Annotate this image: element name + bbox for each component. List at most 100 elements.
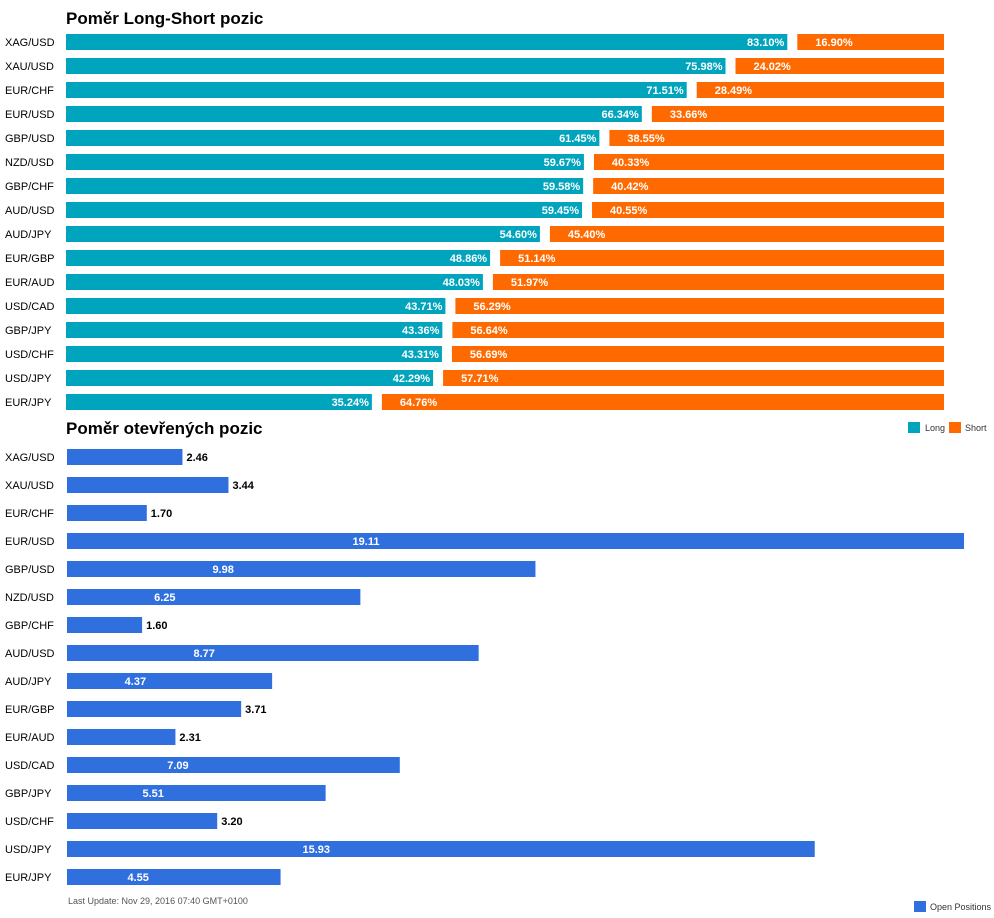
short-bar	[609, 130, 944, 146]
long-bar	[66, 298, 446, 314]
legend-short-swatch	[949, 422, 961, 433]
open-positions-value-label: 3.20	[221, 816, 242, 828]
short-value-label: 33.66%	[670, 109, 708, 121]
long-value-label: 83.10%	[747, 37, 785, 49]
short-bar	[593, 178, 944, 194]
open-positions-value-label: 4.37	[125, 676, 146, 688]
long-short-category-label: USD/CAD	[5, 301, 55, 313]
short-bar	[381, 394, 945, 410]
long-value-label: 43.71%	[405, 301, 443, 313]
open-positions-bar	[67, 533, 964, 549]
long-bar	[66, 274, 483, 290]
short-value-label: 38.55%	[627, 133, 665, 145]
long-bar	[66, 154, 584, 170]
long-bar	[66, 394, 372, 410]
short-bar	[735, 58, 944, 74]
open-positions-category-label: AUD/JPY	[5, 676, 52, 688]
open-positions-bar	[67, 505, 147, 521]
short-value-label: 56.29%	[473, 301, 511, 313]
long-bar	[66, 82, 687, 98]
open-positions-value-label: 3.44	[232, 480, 254, 492]
short-value-label: 51.14%	[518, 253, 556, 265]
long-bar	[66, 346, 442, 362]
open-positions-value-label: 8.77	[194, 648, 215, 660]
short-value-label: 56.69%	[470, 349, 508, 361]
legend-long-swatch	[908, 422, 920, 433]
open-positions-value-label: 2.46	[186, 452, 207, 464]
long-short-chart: Poměr Long-Short pozic XAG/USD XAU/USD EUR…	[5, 9, 987, 433]
short-value-label: 64.76%	[400, 397, 438, 409]
long-short-category-label: USD/CHF	[5, 349, 54, 361]
open-positions-bar	[67, 757, 400, 773]
long-short-data-labels: 83.10% 16.90% 75.98% 24.02% 71.51% 28.49% 66.3…	[332, 37, 853, 409]
short-value-label: 40.55%	[610, 205, 648, 217]
long-bar	[66, 370, 434, 386]
short-bar	[455, 298, 944, 314]
long-short-category-label: AUD/JPY	[5, 229, 52, 241]
open-positions-value-label: 9.98	[212, 564, 233, 576]
long-bar	[66, 250, 491, 266]
long-short-category-label: GBP/USD	[5, 133, 55, 145]
long-value-label: 75.98%	[685, 61, 723, 73]
long-short-bars	[66, 34, 945, 410]
open-positions-value-label: 2.31	[179, 732, 200, 744]
open-positions-data-labels: 2.46 3.44 1.70 19.11 9.98 6.25 1.60 8.77 4.37 3.7…	[125, 452, 380, 884]
legend-long-label: Long	[925, 423, 945, 433]
short-bar	[549, 226, 944, 242]
open-positions-category-label: USD/CHF	[5, 816, 54, 828]
short-bar	[592, 202, 944, 218]
legend-short-label: Short	[965, 423, 987, 433]
long-short-category-label: NZD/USD	[5, 157, 54, 169]
open-positions-bar	[67, 813, 218, 829]
long-value-label: 43.31%	[402, 349, 440, 361]
long-bar	[66, 178, 584, 194]
long-bar	[66, 34, 788, 50]
long-value-label: 42.29%	[393, 373, 431, 385]
long-value-label: 48.03%	[443, 277, 481, 289]
open-positions-category-label: NZD/USD	[5, 592, 54, 604]
open-positions-category-label: GBP/USD	[5, 564, 55, 576]
long-value-label: 66.34%	[602, 109, 640, 121]
long-short-category-label: GBP/CHF	[5, 181, 54, 193]
open-positions-category-label: XAU/USD	[5, 480, 54, 492]
long-value-label: 71.51%	[646, 85, 684, 97]
open-positions-legend: Open Positions	[914, 901, 992, 912]
open-positions-category-label: EUR/JPY	[5, 872, 52, 884]
open-positions-bar	[67, 561, 536, 577]
short-value-label: 57.71%	[461, 373, 499, 385]
long-bar	[66, 58, 726, 74]
short-value-label: 40.33%	[612, 157, 650, 169]
open-positions-category-labels: XAG/USD XAU/USD EUR/CHF EUR/USD GBP/USD NZD/U…	[5, 452, 55, 884]
open-positions-category-label: AUD/USD	[5, 648, 55, 660]
open-positions-bar	[67, 645, 479, 661]
short-value-label: 56.64%	[470, 325, 508, 337]
long-short-category-label: AUD/USD	[5, 205, 55, 217]
open-positions-category-label: EUR/AUD	[5, 732, 55, 744]
long-value-label: 61.45%	[559, 133, 597, 145]
long-short-category-label: USD/JPY	[5, 373, 52, 385]
short-bar	[651, 106, 944, 122]
open-positions-category-label: XAG/USD	[5, 452, 55, 464]
open-positions-category-label: EUR/USD	[5, 536, 55, 548]
long-bar	[66, 226, 540, 242]
long-bar	[66, 322, 443, 338]
open-positions-bar	[67, 729, 176, 745]
open-positions-chart-title: Poměr otevřených pozic	[66, 419, 263, 438]
long-value-label: 54.60%	[500, 229, 538, 241]
open-positions-category-label: USD/CAD	[5, 760, 55, 772]
open-positions-bar	[67, 617, 143, 633]
open-positions-value-label: 1.60	[146, 620, 167, 632]
long-short-category-labels: XAG/USD XAU/USD EUR/CHF EUR/USD GBP/USD NZD/U…	[5, 37, 55, 409]
open-positions-bar	[67, 673, 273, 689]
last-update-text: Last Update: Nov 29, 2016 07:40 GMT+0100	[68, 896, 248, 906]
long-bar	[66, 130, 600, 146]
short-bar	[696, 82, 944, 98]
open-positions-value-label: 7.09	[167, 760, 188, 772]
open-positions-bars	[67, 449, 964, 885]
long-value-label: 59.67%	[544, 157, 582, 169]
open-positions-value-label: 1.70	[151, 508, 172, 520]
legend-open-positions-label: Open Positions	[930, 902, 992, 912]
long-short-chart-title: Poměr Long-Short pozic	[66, 9, 263, 28]
open-positions-category-label: EUR/CHF	[5, 508, 54, 520]
